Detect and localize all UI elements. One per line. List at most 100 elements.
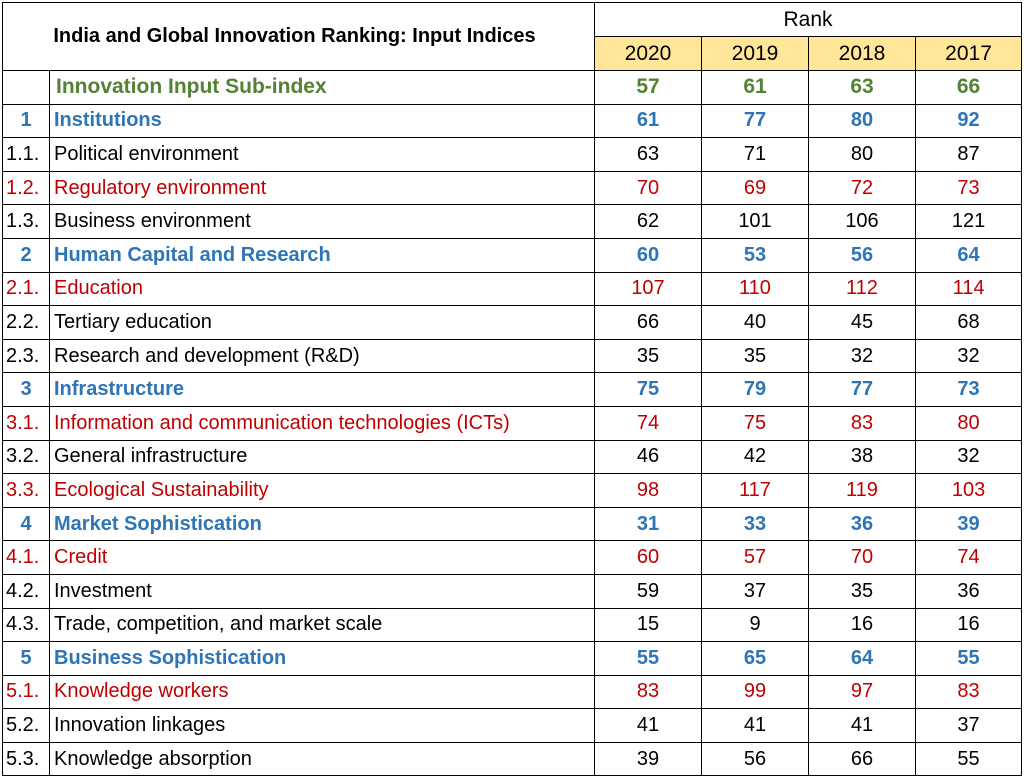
- rank-value-2020: 35: [594, 338, 702, 374]
- rank-value-2019: 35: [701, 338, 809, 374]
- row-label: Credit: [49, 540, 595, 575]
- row-label: Tertiary education: [49, 305, 595, 340]
- rank-value-2019: 41: [701, 708, 809, 743]
- rank-value-2018: 35: [808, 573, 916, 609]
- row-number: 4: [2, 506, 50, 542]
- rank-value-2017: 16: [914, 607, 1023, 643]
- row-number: 3.3.: [2, 473, 50, 508]
- rank-value-2020: 98: [594, 473, 702, 508]
- year-header-2017: 2017: [914, 36, 1023, 71]
- rank-value-2017: 36: [914, 573, 1023, 609]
- table-row: 4.3. Trade, competition, and market scale…: [2, 607, 1023, 643]
- rank-value-2020: 39: [594, 741, 702, 777]
- rank-value-2018: 70: [808, 540, 916, 575]
- rank-value-2018: 66: [808, 741, 916, 777]
- row-number: [2, 70, 50, 105]
- row-label: Regulatory environment: [49, 170, 595, 206]
- table-row: 2.2. Tertiary education 66 40 45 68: [2, 305, 1023, 340]
- rank-value-2017: 80: [914, 405, 1023, 441]
- row-label: Infrastructure: [49, 372, 595, 407]
- rank-value-2018: 32: [808, 338, 916, 374]
- rank-value-2018: 41: [808, 708, 916, 743]
- table-row: 5.3. Knowledge absorption 39 56 66 55: [2, 741, 1023, 777]
- row-number: 5.3.: [2, 741, 50, 777]
- row-label: Institutions: [49, 103, 595, 139]
- rank-value-2020: 63: [594, 137, 702, 172]
- row-label: Investment: [49, 573, 595, 609]
- rank-value-2017: 68: [914, 305, 1023, 340]
- rank-value-2017: 64: [914, 237, 1023, 273]
- rank-value-2019: 57: [701, 540, 809, 575]
- rank-value-2020: 57: [594, 70, 702, 105]
- row-number: 2.2.: [2, 305, 50, 340]
- table-row: 3.2. General infrastructure 46 42 38 32: [2, 439, 1023, 475]
- row-number: 1.2.: [2, 170, 50, 206]
- rank-value-2019: 75: [701, 405, 809, 441]
- rank-value-2018: 72: [808, 170, 916, 206]
- rank-value-2020: 60: [594, 237, 702, 273]
- rank-value-2020: 15: [594, 607, 702, 643]
- rank-value-2020: 107: [594, 271, 702, 307]
- rank-value-2018: 80: [808, 137, 916, 172]
- table-row: 4 Market Sophistication 31 33 36 39: [2, 506, 1023, 542]
- rank-value-2018: 38: [808, 439, 916, 475]
- rank-value-2020: 59: [594, 573, 702, 609]
- table-row: 1 Institutions 61 77 80 92: [2, 103, 1023, 139]
- row-label: Research and development (R&D): [49, 338, 595, 374]
- row-label: Information and communication technologi…: [49, 405, 595, 441]
- rank-value-2019: 42: [701, 439, 809, 475]
- rank-value-2018: 16: [808, 607, 916, 643]
- row-number: 2.1.: [2, 271, 50, 307]
- rank-value-2018: 106: [808, 204, 916, 239]
- table-row: Innovation Input Sub-index 57 61 63 66: [2, 70, 1023, 105]
- rank-header: Rank: [593, 2, 1023, 37]
- rank-value-2017: 39: [914, 506, 1023, 542]
- rank-value-2020: 31: [594, 506, 702, 542]
- table-row: 2.3. Research and development (R&D) 35 35 32…: [2, 338, 1023, 374]
- rank-value-2019: 117: [701, 473, 809, 508]
- row-label: Human Capital and Research: [49, 237, 595, 273]
- rank-value-2017: 37: [914, 708, 1023, 743]
- rank-value-2020: 62: [594, 204, 702, 239]
- rank-value-2018: 63: [808, 70, 916, 105]
- rank-value-2019: 99: [701, 674, 809, 710]
- rank-value-2017: 55: [914, 641, 1023, 676]
- rank-value-2019: 56: [701, 741, 809, 777]
- rank-value-2017: 74: [914, 540, 1023, 575]
- row-number: 4.3.: [2, 607, 50, 643]
- rank-value-2017: 114: [914, 271, 1023, 307]
- row-number: 2: [2, 237, 50, 273]
- row-number: 1.1.: [2, 137, 50, 172]
- table-title: India and Global Innovation Ranking: Inp…: [2, 2, 595, 71]
- table-row: 3.1. Information and communication techno…: [2, 405, 1023, 441]
- rank-value-2020: 70: [594, 170, 702, 206]
- rank-value-2018: 112: [808, 271, 916, 307]
- table-row: 4.1. Credit 60 57 70 74: [2, 540, 1023, 575]
- rank-value-2018: 45: [808, 305, 916, 340]
- row-number: 3.1.: [2, 405, 50, 441]
- table-row: 3.3. Ecological Sustainability 98 117 119 103: [2, 473, 1023, 508]
- rank-value-2018: 97: [808, 674, 916, 710]
- rank-value-2020: 83: [594, 674, 702, 710]
- row-label: Education: [49, 271, 595, 307]
- table-body: Innovation Input Sub-index 57 61 63 66 1 Insti…: [2, 70, 1023, 777]
- row-label: Political environment: [49, 137, 595, 172]
- rank-value-2019: 40: [701, 305, 809, 340]
- rank-value-2018: 56: [808, 237, 916, 273]
- rank-value-2019: 77: [701, 103, 809, 139]
- rank-value-2019: 61: [701, 70, 809, 105]
- row-number: 5.2.: [2, 708, 50, 743]
- row-label: Market Sophistication: [49, 506, 595, 542]
- rank-value-2020: 61: [594, 103, 702, 139]
- rank-value-2018: 77: [808, 372, 916, 407]
- rank-value-2020: 60: [594, 540, 702, 575]
- rank-value-2017: 121: [914, 204, 1023, 239]
- rank-value-2017: 66: [914, 70, 1023, 105]
- row-label: Trade, competition, and market scale: [49, 607, 595, 643]
- table-row: 4.2. Investment 59 37 35 36: [2, 573, 1023, 609]
- year-header-2019: 2019: [701, 36, 809, 71]
- row-number: 3.2.: [2, 439, 50, 475]
- row-label: Innovation linkages: [49, 708, 595, 743]
- rank-value-2017: 103: [914, 473, 1023, 508]
- row-number: 5.1.: [2, 674, 50, 710]
